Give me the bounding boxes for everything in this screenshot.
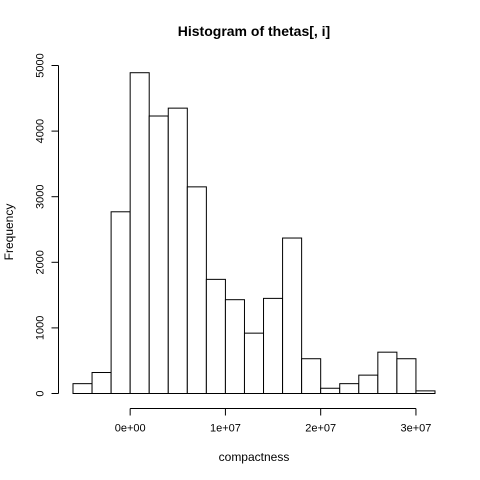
y-axis-label: Frequency: [2, 204, 16, 261]
histogram-bar: [72, 383, 93, 395]
chart-title: Histogram of thetas[, i]: [178, 23, 330, 39]
x-tick-label: 1e+07: [210, 423, 241, 435]
histogram-bar: [91, 372, 112, 395]
histogram-bar: [205, 278, 226, 394]
y-tick-label: 3000: [34, 184, 46, 208]
histogram-bar: [224, 299, 245, 394]
y-tick-label: 1000: [34, 316, 46, 340]
histogram-bar: [282, 237, 303, 394]
y-axis: 0 1000 2000 3000 4000 5000: [34, 53, 59, 397]
histogram-bar: [167, 107, 188, 394]
histogram-bar: [377, 351, 398, 395]
y-tick-label: 2000: [34, 250, 46, 274]
histogram-bar: [110, 211, 131, 394]
histogram-bar: [339, 383, 360, 395]
histogram-bar: [243, 332, 265, 394]
histogram-bar: [320, 387, 341, 394]
histogram-bar: [396, 358, 417, 395]
x-axis-label: compactness: [219, 450, 290, 464]
histogram-bar: [148, 115, 169, 394]
y-tick-label: 0: [34, 390, 46, 396]
y-tick-label: 4000: [34, 119, 46, 143]
histogram-bar: [415, 390, 436, 395]
histogram-bar: [301, 358, 322, 395]
x-axis: 0e+00 1e+07 2e+07 3e+07: [115, 408, 431, 435]
histogram-bar: [358, 374, 379, 395]
x-tick-label: 3e+07: [400, 423, 431, 435]
x-tick-label: 0e+00: [115, 423, 146, 435]
histogram-bar: [263, 297, 284, 395]
histogram-bar: [186, 186, 207, 394]
histogram-bar: [129, 72, 150, 394]
histogram-bars: [72, 72, 436, 395]
y-tick-label: 5000: [34, 53, 46, 77]
x-tick-label: 2e+07: [305, 423, 336, 435]
